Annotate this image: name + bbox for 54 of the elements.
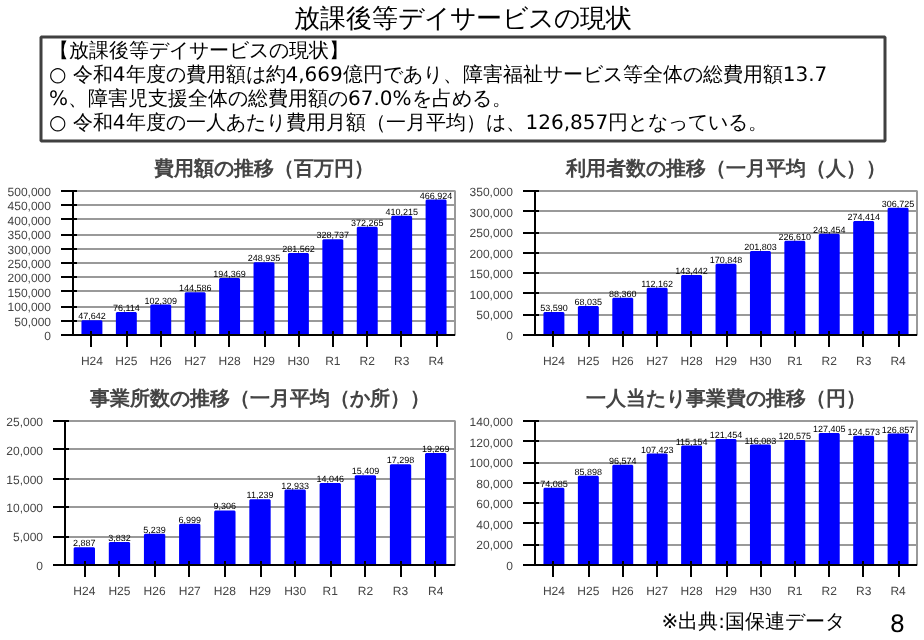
bar (214, 510, 236, 565)
bar (715, 439, 737, 565)
bar (73, 547, 95, 565)
bar (853, 221, 875, 335)
bar (143, 533, 166, 565)
chart-title: 一人当たり事業費の推移（円） (586, 387, 866, 411)
bar (108, 541, 131, 565)
text: 放課後等デイサービスの現状 (294, 5, 632, 35)
bar (425, 453, 447, 565)
bar (356, 226, 378, 335)
bar (646, 453, 668, 565)
bar (853, 435, 875, 565)
chart-title: 費用額の推移（百万円） (152, 157, 374, 181)
bar (287, 252, 309, 335)
bar (784, 439, 806, 565)
bar (818, 432, 840, 565)
bar (681, 445, 703, 565)
bar (354, 475, 377, 565)
bar (681, 274, 703, 335)
bar (887, 433, 909, 565)
text: 【放課後等デイサービスの現状】 (49, 39, 349, 63)
bar (179, 523, 201, 565)
bar (612, 297, 634, 335)
chart-title: 事業所数の推移（一月平均（か所）） (88, 387, 430, 411)
bar (612, 464, 634, 565)
text: ※出典:国保連データ (661, 610, 845, 634)
bar (389, 464, 412, 565)
bar (715, 263, 737, 335)
bar (887, 207, 909, 335)
text: ○ 令和4年度の一人あたり費用月額（一月平均）は、126,857円となっている。 (49, 111, 769, 135)
bar (322, 239, 344, 335)
bar (646, 287, 668, 335)
bar (253, 262, 275, 335)
bar (391, 215, 413, 335)
bar (150, 304, 172, 335)
bar (749, 444, 771, 565)
text: 8 (889, 610, 906, 638)
bar (284, 489, 306, 565)
bar (319, 483, 341, 565)
bar (184, 292, 206, 335)
bar (818, 233, 840, 335)
bar (543, 487, 565, 565)
bar (249, 499, 271, 565)
bar (81, 320, 103, 335)
bar (543, 311, 565, 335)
text: ○ 令和4年度の費用額は約4,669億円であり、障害福祉サービス等全体の総費用額13.7%、障害児支援全体の総費用額の67.0%を占める。 (49, 63, 828, 111)
bar (425, 199, 447, 335)
bar (577, 475, 599, 565)
bar (115, 312, 137, 335)
bar (749, 250, 771, 335)
bar (577, 306, 599, 335)
bar (219, 278, 241, 335)
bar (784, 240, 806, 335)
chart-title: 利用者数の推移（一月平均（人）） (564, 157, 886, 181)
